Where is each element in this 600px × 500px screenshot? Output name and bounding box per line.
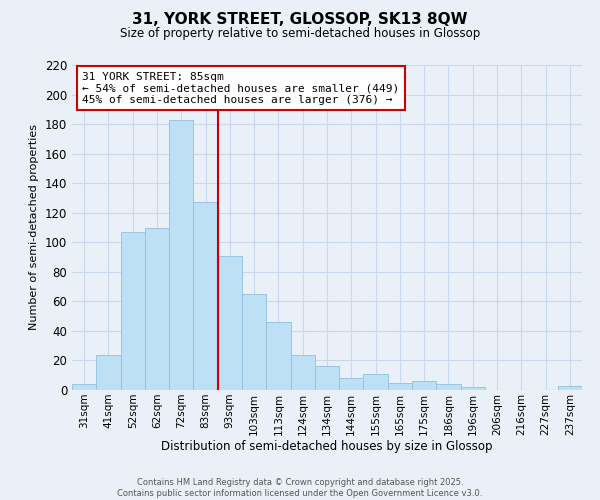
Bar <box>388 382 412 390</box>
Bar <box>290 354 315 390</box>
Bar <box>266 322 290 390</box>
Bar <box>72 384 96 390</box>
Bar <box>121 232 145 390</box>
Bar <box>558 386 582 390</box>
Text: 31, YORK STREET, GLOSSOP, SK13 8QW: 31, YORK STREET, GLOSSOP, SK13 8QW <box>132 12 468 28</box>
Bar <box>169 120 193 390</box>
Text: Contains HM Land Registry data © Crown copyright and database right 2025.
Contai: Contains HM Land Registry data © Crown c… <box>118 478 482 498</box>
Bar <box>412 381 436 390</box>
Y-axis label: Number of semi-detached properties: Number of semi-detached properties <box>29 124 39 330</box>
Bar <box>461 387 485 390</box>
Bar <box>145 228 169 390</box>
Bar <box>315 366 339 390</box>
Bar <box>193 202 218 390</box>
Bar <box>96 354 121 390</box>
Text: Size of property relative to semi-detached houses in Glossop: Size of property relative to semi-detach… <box>120 28 480 40</box>
Bar <box>218 256 242 390</box>
Bar <box>436 384 461 390</box>
X-axis label: Distribution of semi-detached houses by size in Glossop: Distribution of semi-detached houses by … <box>161 440 493 454</box>
Bar <box>364 374 388 390</box>
Bar <box>242 294 266 390</box>
Bar <box>339 378 364 390</box>
Text: 31 YORK STREET: 85sqm
← 54% of semi-detached houses are smaller (449)
45% of sem: 31 YORK STREET: 85sqm ← 54% of semi-deta… <box>82 72 400 104</box>
